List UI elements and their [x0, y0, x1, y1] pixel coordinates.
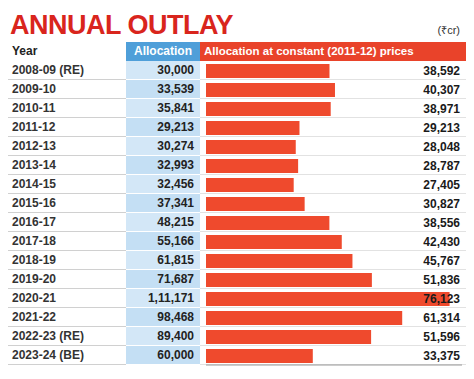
svg-text:27,405: 27,405 — [423, 178, 460, 192]
html-text:35,841: 35,841 — [157, 101, 194, 115]
svg-text:38,556: 38,556 — [423, 216, 460, 230]
html-text:Year: Year — [12, 44, 38, 58]
html-text:2013-14: 2013-14 — [12, 158, 56, 172]
html-text:2022-23 (RE): 2022-23 (RE) — [12, 329, 84, 343]
html-text:(₹cr): (₹cr) — [437, 24, 460, 36]
svg-text:51,596: 51,596 — [423, 330, 460, 344]
html-text:98,468: 98,468 — [157, 310, 194, 324]
svg-text:28,787: 28,787 — [423, 159, 460, 173]
html-text:32,456: 32,456 — [157, 177, 194, 191]
svg-text:38,592: 38,592 — [423, 64, 460, 78]
html-text:2010-11: 2010-11 — [12, 101, 56, 115]
html-text:37,341: 37,341 — [157, 196, 194, 210]
html-text:60,000: 60,000 — [157, 348, 194, 362]
html-text:2016-17: 2016-17 — [12, 215, 56, 229]
svg-text:51,836: 51,836 — [423, 273, 460, 287]
html-text:61,815: 61,815 — [157, 253, 194, 267]
html-text:71,687: 71,687 — [157, 272, 194, 286]
html-text:2009-10: 2009-10 — [12, 82, 56, 96]
svg-text:28,048: 28,048 — [423, 140, 460, 154]
html-text:2023-24 (BE): 2023-24 (BE) — [12, 348, 84, 362]
svg-text:61,314: 61,314 — [423, 311, 460, 325]
html-text:2018-19: 2018-19 — [12, 253, 56, 267]
html-text:55,166: 55,166 — [157, 234, 194, 248]
svg-text:30,827: 30,827 — [423, 197, 460, 211]
svg-text:29,213: 29,213 — [423, 121, 460, 135]
svg-text:76,123: 76,123 — [423, 292, 460, 306]
html-text:2020-21: 2020-21 — [12, 291, 56, 305]
svg-text:40,307: 40,307 — [423, 83, 460, 97]
html-text:Allocation: Allocation — [134, 44, 192, 58]
html-text:2017-18: 2017-18 — [12, 234, 56, 248]
html-text:30,274: 30,274 — [157, 139, 194, 153]
html-text:48,215: 48,215 — [157, 215, 194, 229]
html-text:1,11,171: 1,11,171 — [147, 291, 194, 305]
html-text:2012-13: 2012-13 — [12, 139, 56, 153]
html-text:2008-09 (RE): 2008-09 (RE) — [12, 63, 84, 77]
html-text:Allocation at constant (2011-1: Allocation at constant (2011-12) prices — [204, 45, 414, 57]
svg-text:33,375: 33,375 — [423, 349, 460, 363]
html-text:33,539: 33,539 — [157, 82, 194, 96]
html-text:2011-12: 2011-12 — [12, 120, 56, 134]
html-text:ANNUAL OUTLAY: ANNUAL OUTLAY — [10, 10, 233, 40]
html-text:2019-20: 2019-20 — [12, 272, 56, 286]
html-text:30,000: 30,000 — [157, 63, 194, 77]
svg-text:42,430: 42,430 — [423, 235, 460, 249]
html-text:2014-15: 2014-15 — [12, 177, 56, 191]
html-text:89,400: 89,400 — [157, 329, 194, 343]
html-text:2015-16: 2015-16 — [12, 196, 56, 210]
svg-text:38,971: 38,971 — [423, 102, 460, 116]
html-text:29,213: 29,213 — [157, 120, 194, 134]
html-text:32,993: 32,993 — [157, 158, 194, 172]
svg-text:45,767: 45,767 — [423, 254, 460, 268]
html-text:2021-22: 2021-22 — [12, 310, 56, 324]
